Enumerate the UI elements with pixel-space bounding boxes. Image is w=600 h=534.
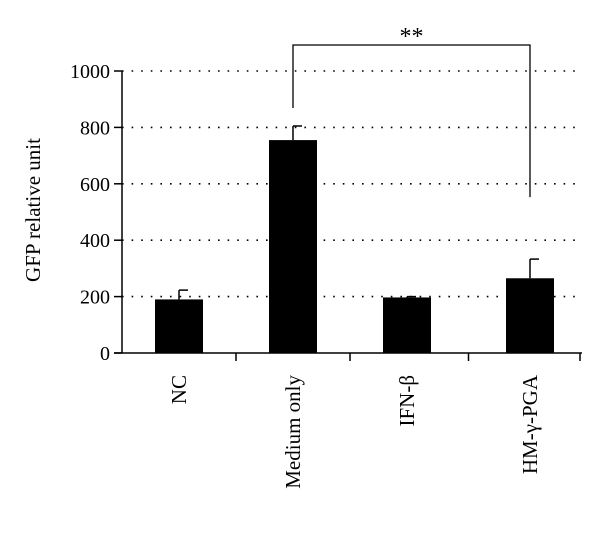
y-tick-label-400: 400 [80, 230, 110, 252]
y-tick-label-200: 200 [80, 287, 110, 309]
error-bars [178, 125, 539, 300]
y-axis-title: GFP relative unit [21, 138, 45, 282]
y-tick-label-600: 600 [80, 174, 110, 196]
x-ticks: NC Medium only IFN-β HM-γ-PGA [167, 353, 581, 489]
bar-ifn [383, 297, 431, 353]
x-tick-label-hm-pga: HM-γ-PGA [518, 374, 542, 474]
axes [114, 71, 582, 354]
y-tick-label-1000: 1000 [70, 61, 110, 83]
significance-bracket-line [292, 44, 531, 198]
y-tick-label-0: 0 [100, 343, 110, 365]
error-bar-medium-only [292, 125, 302, 141]
bar-nc [155, 299, 203, 353]
x-tick-label-medium-only: Medium only [281, 375, 305, 489]
x-tick-label-ifn: IFN-β [395, 375, 419, 427]
error-bar-hm-pga [529, 258, 539, 279]
y-tick-label-800: 800 [80, 117, 110, 139]
error-bar-nc [178, 289, 188, 300]
gridlines [122, 70, 582, 298]
bar-medium-only [269, 140, 317, 353]
bar-hm-pga [506, 278, 554, 353]
y-ticks: 0 200 400 600 800 1000 [70, 61, 122, 365]
significance-bracket: ** [292, 24, 531, 198]
significance-label: ** [400, 24, 424, 50]
bars [155, 140, 554, 353]
error-bar-ifn [406, 295, 416, 298]
x-tick-label-nc: NC [167, 375, 191, 404]
